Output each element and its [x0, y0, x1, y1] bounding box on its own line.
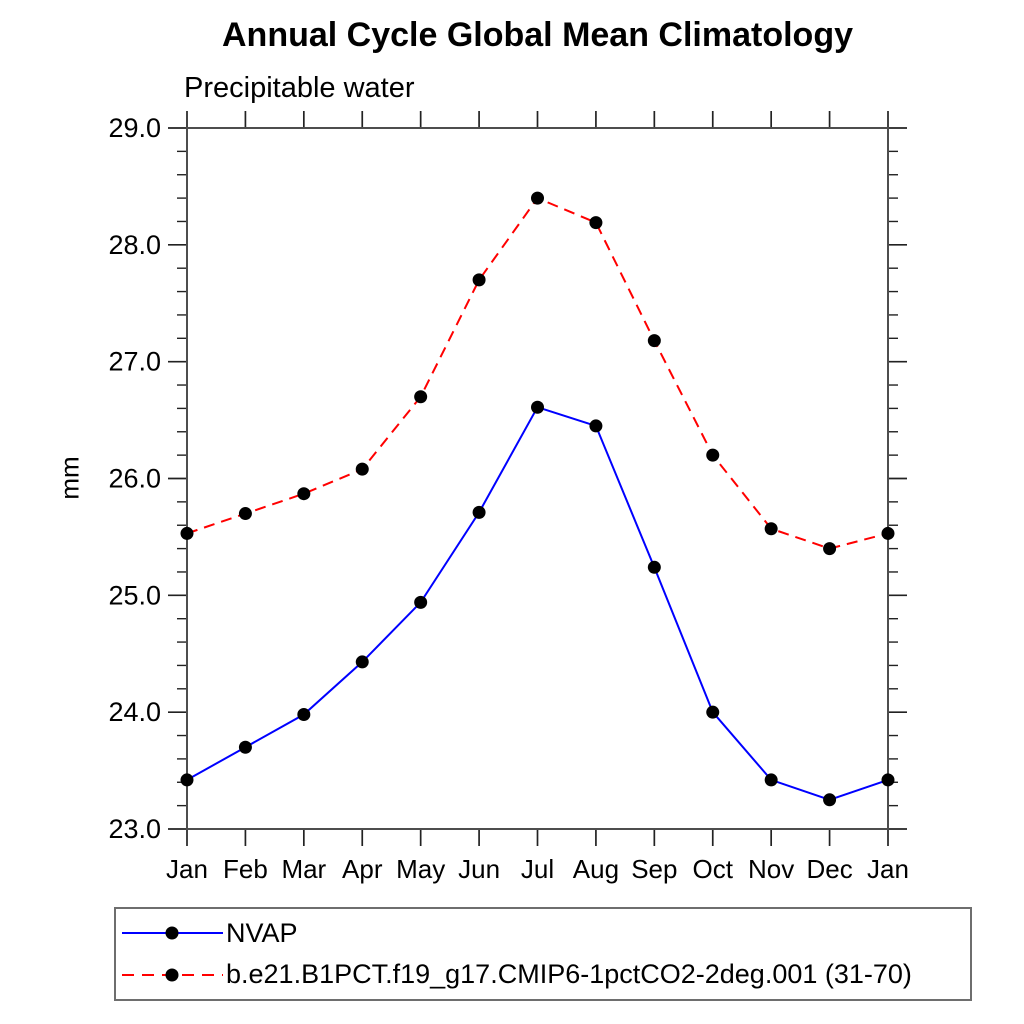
series-line-model [186, 196, 889, 550]
x-tick-label: Jan [867, 854, 909, 884]
data-point-model [238, 507, 252, 521]
y-tick-label: 28.0 [108, 230, 161, 260]
x-tick-label: Nov [748, 854, 794, 884]
data-point-model [355, 462, 369, 476]
data-point-nvap [706, 705, 720, 719]
data-point-nvap [531, 400, 544, 414]
data-point-nvap [180, 773, 194, 787]
data-point-model [647, 334, 661, 348]
data-point-nvap [647, 560, 661, 574]
data-point-nvap [355, 655, 369, 669]
legend-marker-dot [165, 968, 179, 982]
x-tick-label: Jul [521, 854, 554, 884]
legend-sample-model [122, 968, 223, 982]
plot-frame [186, 127, 889, 830]
data-point-model [297, 487, 311, 501]
data-point-model [414, 390, 428, 404]
chart-title: Annual Cycle Global Mean Climatology [222, 16, 853, 54]
data-point-model [881, 526, 895, 540]
x-tick-label: Sep [631, 854, 677, 884]
data-point-nvap [297, 708, 311, 722]
data-point-nvap [823, 793, 837, 807]
data-point-model [589, 216, 603, 230]
data-point-nvap [589, 419, 603, 433]
legend-label-model: b.e21.B1PCT.f19_g17.CMIP6-1pctCO2-2deg.0… [226, 959, 912, 990]
data-point-model [472, 273, 486, 287]
x-tick-label: May [396, 854, 445, 884]
data-point-model [823, 542, 837, 556]
x-tick-label: Dec [806, 854, 852, 884]
legend-marker-dot [165, 926, 179, 940]
series-line-nvap [186, 405, 889, 801]
y-tick-label: 24.0 [108, 697, 161, 727]
legend-sample-nvap [122, 926, 223, 940]
data-point-model [764, 522, 778, 536]
legend-item-model: b.e21.B1PCT.f19_g17.CMIP6-1pctCO2-2deg.0… [121, 956, 970, 994]
y-tick-label: 29.0 [108, 113, 161, 143]
data-point-nvap [881, 773, 895, 787]
x-tick-label: Mar [281, 854, 326, 884]
data-point-nvap [764, 773, 778, 787]
x-tick-label: Jan [166, 854, 208, 884]
data-point-nvap [472, 505, 486, 519]
legend: NVAP b.e21.B1PCT.f19_g17.CMIP6-1pctCO2-2… [114, 907, 972, 1001]
x-tick-label: Aug [573, 854, 619, 884]
data-point-nvap [414, 595, 428, 609]
x-tick-label: Apr [342, 854, 383, 884]
y-tick-label: 23.0 [108, 814, 161, 844]
y-tick-label: 27.0 [108, 347, 161, 377]
x-tick-label: Oct [693, 854, 734, 884]
chart-subtitle: Precipitable water [184, 72, 415, 104]
legend-item-nvap: NVAP [121, 914, 970, 952]
x-tick-label: Jun [458, 854, 500, 884]
x-tick-label: Feb [223, 854, 268, 884]
legend-label-nvap: NVAP [226, 917, 298, 948]
data-point-model [180, 526, 194, 540]
data-point-model [706, 448, 720, 462]
data-point-nvap [238, 740, 252, 754]
y-tick-label: 25.0 [108, 580, 161, 610]
data-point-model [531, 191, 544, 205]
y-tick-label: 26.0 [108, 464, 161, 494]
